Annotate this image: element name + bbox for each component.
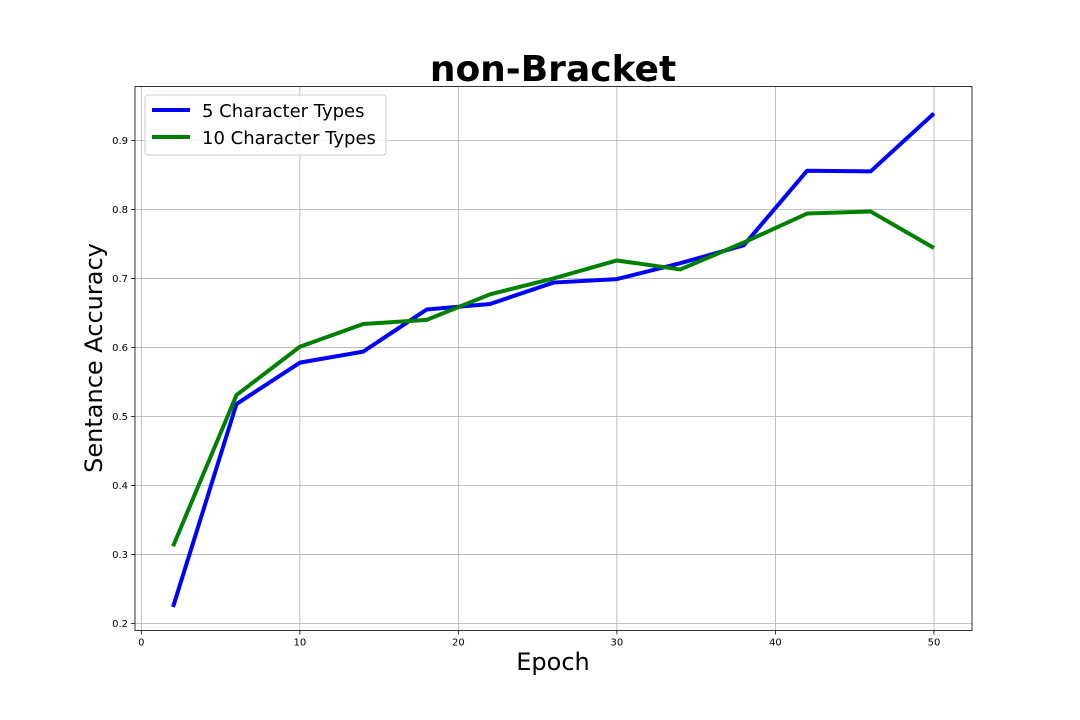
grid [135,86,972,631]
y-tick-label: 0.6 [112,343,128,354]
series-line-5-character-types [171,111,936,608]
legend-label-10-character-types: 10 Character Types [202,128,376,149]
y-tick-label: 0.7 [112,274,128,285]
series-line-10-character-types [171,209,935,548]
y-tick-label: 0.5 [112,412,128,423]
x-axis-title: Epoch [516,648,590,676]
y-tick-label: 0.3 [112,550,128,561]
x-tick-label: 30 [611,638,624,649]
y-axis-title: Sentance Accuracy [80,243,108,473]
y-tick-label: 0.2 [112,619,128,630]
legend-box [144,94,387,156]
series-layer [171,111,936,608]
chart-title: non-Bracket [430,49,676,90]
legend-label-5-character-types: 5 Character Types [202,101,364,122]
y-tick-label: 0.9 [112,136,128,147]
x-tick-label: 20 [452,638,465,649]
x-tick-label: 40 [769,638,782,649]
legend: 5 Character Types 10 Character Types [144,94,387,156]
plot-area-frame [134,86,973,631]
y-tick-label: 0.8 [112,205,128,216]
axis-ticks: 0 10 20 30 40 50 0.2 0.3 0.4 0.5 0.6 0.7 0.8 0.9 [112,136,940,649]
x-tick-label: 50 [928,638,941,649]
x-tick-label: 10 [293,638,306,649]
y-tick-label: 0.4 [112,481,128,492]
x-tick-label: 0 [138,638,144,649]
